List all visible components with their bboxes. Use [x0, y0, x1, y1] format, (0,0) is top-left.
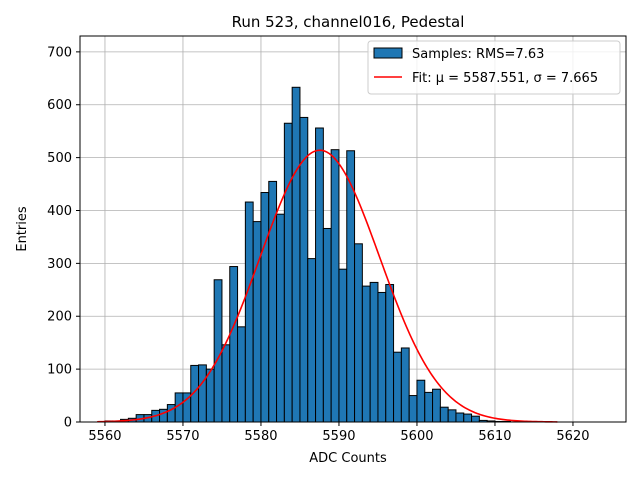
x-axis-label: ADC Counts — [309, 451, 387, 466]
chart-title: Run 523, channel016, Pedestal — [232, 13, 465, 31]
legend-label-samples: Samples: RMS=7.63 — [412, 47, 544, 62]
y-tick-label: 300 — [47, 257, 72, 272]
x-tick-label: 5600 — [400, 429, 433, 444]
plot-frame — [79, 35, 627, 423]
histogram-bar — [416, 379, 426, 423]
x-tick-label: 5570 — [166, 429, 199, 444]
y-tick-label: 0 — [64, 416, 72, 431]
histogram-bar — [377, 291, 387, 423]
fit-curve-layer — [97, 149, 558, 423]
fit-curve — [97, 149, 558, 423]
histogram-bar — [471, 415, 480, 423]
histogram-bar — [260, 192, 270, 423]
legend-box — [367, 40, 621, 95]
histogram-bar — [244, 201, 254, 423]
axes: 5560 5570 5580 5590 5600 5610 5620 0 100 200 300 40… — [47, 45, 589, 444]
histogram-bar — [393, 351, 402, 423]
y-tick-label: 700 — [47, 45, 72, 60]
y-tick-label: 200 — [47, 310, 72, 325]
histogram-bar — [385, 284, 395, 423]
histogram-bar — [424, 391, 434, 423]
histogram-bar — [205, 368, 215, 423]
histogram-bar — [198, 364, 207, 423]
legend: Samples: RMS=7.63 Fit: μ = 5587.551, σ =… — [367, 40, 621, 95]
x-tick-label: 5590 — [322, 429, 355, 444]
histogram-bar — [315, 127, 324, 423]
histogram-bar — [307, 258, 317, 423]
histogram-bar — [291, 86, 301, 423]
histogram-bar — [322, 227, 332, 423]
y-tick-label: 100 — [47, 363, 72, 378]
histogram-bar — [283, 122, 293, 423]
histogram-bar — [455, 412, 465, 423]
histogram-bar — [447, 409, 457, 423]
histogram-bar — [338, 268, 348, 423]
histogram-bar — [408, 395, 418, 423]
x-tick-label: 5560 — [88, 429, 121, 444]
histogram-bar — [237, 326, 246, 423]
legend-swatch-samples — [373, 47, 403, 59]
histogram-bar — [463, 413, 473, 423]
histogram-bar — [432, 388, 441, 423]
y-tick-label: 400 — [47, 204, 72, 219]
histogram-bar — [252, 221, 262, 423]
x-tick-label: 5580 — [244, 429, 277, 444]
histogram-bar — [354, 243, 363, 423]
histogram-bar — [361, 285, 371, 423]
legend-label-fit: Fit: μ = 5587.551, σ = 7.665 — [412, 71, 598, 86]
histogram-bar — [229, 266, 239, 423]
histogram-bar — [439, 406, 449, 423]
y-axis-label: Entries — [15, 206, 30, 252]
histogram-bar — [166, 404, 176, 423]
y-tick-label: 500 — [47, 151, 72, 166]
histogram-bar — [213, 279, 223, 423]
histogram-bar — [400, 347, 410, 423]
histogram-bar — [276, 213, 285, 423]
histogram-bar — [221, 344, 231, 423]
x-tick-label: 5610 — [478, 429, 511, 444]
y-tick-label: 600 — [47, 98, 72, 113]
histogram-bar — [369, 281, 379, 423]
x-tick-label: 5620 — [556, 429, 589, 444]
histogram-bar — [330, 149, 340, 423]
